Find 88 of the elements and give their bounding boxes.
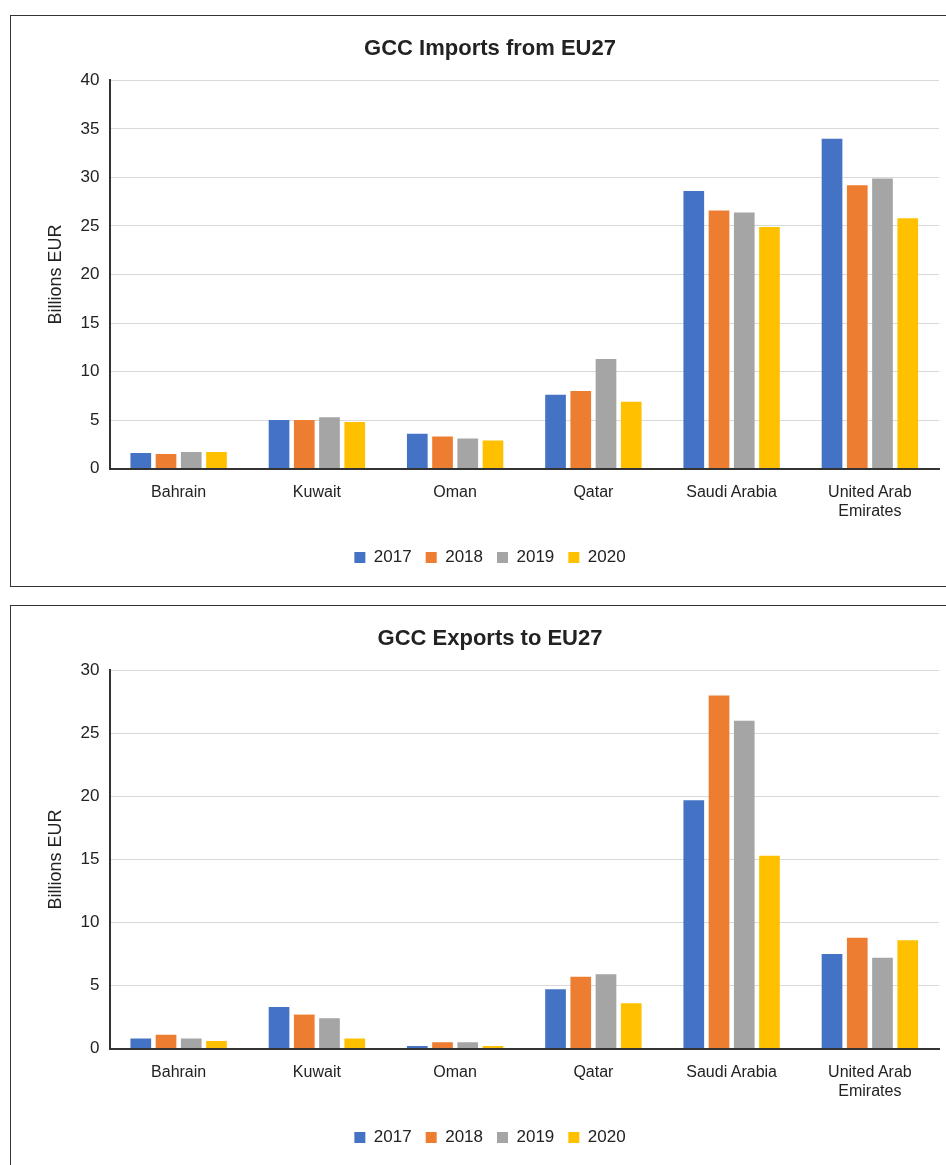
x-tick-label: Kuwait [292,1062,342,1080]
bar [268,420,290,469]
bar [155,454,177,469]
bar [683,191,705,469]
y-tick-label: 0 [90,1038,100,1058]
bar [595,358,617,469]
bar [620,1003,642,1049]
y-tick-label: 40 [80,70,100,90]
bar [545,394,566,469]
bar [570,390,592,469]
bar [759,226,780,469]
bar [344,1038,366,1049]
bar [846,937,868,1049]
bar [872,957,893,1049]
x-tick-label: Qatar [573,482,615,500]
bar [319,417,340,469]
y-tick-label: 10 [80,361,100,381]
legend-label: 2019 [516,547,555,567]
bar [821,954,843,1049]
bar [759,855,780,1049]
bar [708,695,730,1049]
bar [457,438,479,469]
y-tick-label: 20 [80,264,100,284]
y-tick-label: 25 [80,723,100,743]
chart-title: GCC Exports to EU27 [377,625,603,651]
y-tick-label: 15 [80,312,100,332]
x-tick-label: United Arab Emirates [828,482,912,519]
legend-label: 2017 [373,547,412,567]
x-tick-label: United Arab Emirates [828,1062,912,1099]
legend-label: 2020 [587,1127,626,1147]
bar [344,422,366,469]
x-tick-label: Saudi Arabia [686,1062,778,1080]
bar [733,720,755,1049]
bar [897,218,919,469]
bar [155,1034,177,1049]
x-tick-label: Saudi Arabia [686,482,778,500]
bar [206,1041,227,1049]
x-tick-label: Oman [433,1062,477,1080]
bar [545,989,566,1049]
bar [482,440,504,469]
bar [595,974,617,1049]
bar [482,1046,504,1049]
bar [683,800,705,1049]
bar [293,1014,315,1049]
bar [406,1046,428,1049]
legend-label: 2019 [516,1127,555,1147]
y-tick-label: 20 [80,786,100,806]
y-tick-label: 30 [80,660,100,680]
legend-label: 2020 [587,547,626,567]
legend-label: 2018 [445,1127,484,1147]
bar [180,452,202,469]
bar [457,1042,479,1049]
bar [708,210,730,469]
y-tick-label: 0 [90,458,100,478]
bar [432,1042,453,1049]
bar [432,436,453,469]
bar [130,453,152,469]
x-tick-label: Oman [433,482,477,500]
bar [821,138,843,469]
bar [293,420,315,469]
x-tick-label: Bahrain [151,1062,207,1080]
bar [406,433,428,469]
bar [180,1038,202,1049]
y-tick-label: 35 [80,118,100,138]
y-tick-label: 25 [80,215,100,235]
legend-label: 2017 [373,1127,412,1147]
y-tick-label: 5 [90,409,100,429]
x-tick-label: Kuwait [292,482,342,500]
bar [897,940,919,1049]
bar [319,1018,340,1049]
y-tick-label: 10 [80,912,100,932]
chart-title: GCC Imports from EU27 [364,35,616,61]
y-tick-label: 5 [90,975,100,995]
y-tick-label: 15 [80,849,100,869]
y-axis-title: Billions EUR [44,224,65,325]
legend-label: 2018 [445,547,484,567]
x-tick-label: Bahrain [151,482,207,500]
bar [620,401,642,469]
x-tick-label: Qatar [573,1062,615,1080]
bar [570,976,592,1049]
y-axis-title: Billions EUR [44,809,65,910]
bar [846,185,868,469]
bar [206,452,227,469]
bar [130,1038,152,1049]
y-tick-label: 30 [80,167,100,187]
bar [268,1007,290,1049]
bar [733,212,755,469]
bar [872,178,893,469]
